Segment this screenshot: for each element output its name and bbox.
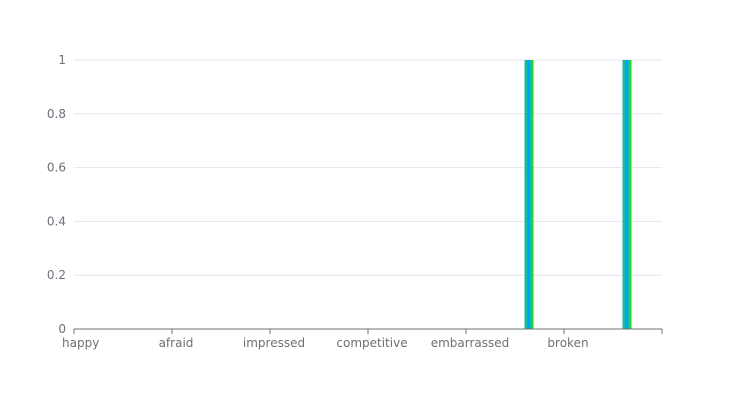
y-axis-labels: 0 0.2 0.4 0.6 0.8 1 (47, 53, 66, 336)
x-tick-label: happy (62, 336, 99, 350)
bar (628, 60, 632, 329)
y-tick-label: 0 (58, 322, 66, 336)
x-tick-label: broken (547, 336, 588, 350)
bar (622, 60, 626, 329)
x-axis-labels: happy afraid impressed competitive embarrass… (62, 336, 589, 350)
y-tick-label: 0.6 (47, 161, 66, 175)
y-tick-label: 0.4 (47, 214, 66, 228)
bar (530, 60, 534, 329)
bar (524, 60, 528, 329)
x-tick-label: competitive (336, 336, 407, 350)
grid-lines (74, 59, 662, 276)
y-tick-label: 1 (58, 53, 66, 67)
axes (73, 328, 663, 334)
y-tick-label: 0.8 (47, 107, 66, 121)
bar (527, 60, 531, 329)
bar (625, 60, 629, 329)
x-tick-label: afraid (159, 336, 194, 350)
x-tick-label: embarrassed (431, 336, 510, 350)
y-tick-label: 0.2 (47, 268, 66, 282)
bars (524, 60, 632, 329)
x-tick-label: impressed (243, 336, 305, 350)
